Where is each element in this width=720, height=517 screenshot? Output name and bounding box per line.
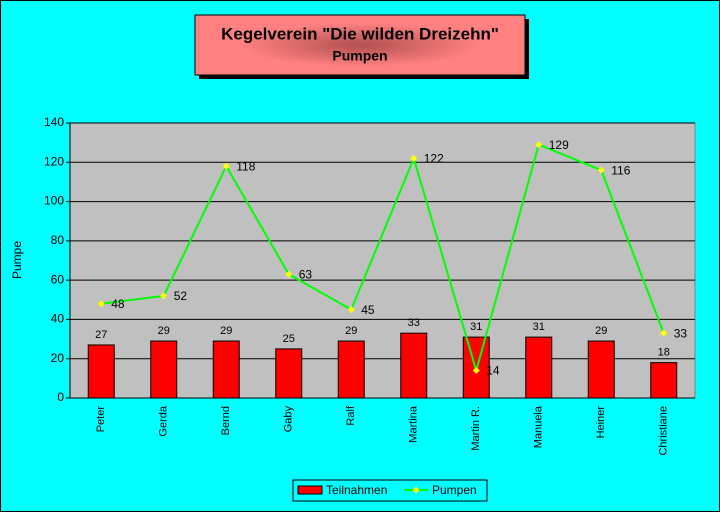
y-tick-label: 0 bbox=[57, 390, 64, 404]
bar-label: 31 bbox=[470, 321, 482, 333]
bar-label: 31 bbox=[533, 321, 545, 333]
bar bbox=[525, 336, 553, 399]
line-label: 129 bbox=[549, 138, 569, 152]
bar-label: 29 bbox=[595, 325, 607, 337]
legend-marker bbox=[412, 486, 420, 494]
line-marker bbox=[285, 270, 293, 278]
bar bbox=[212, 340, 240, 399]
x-tick-label: Manuela bbox=[533, 405, 545, 448]
line-marker bbox=[97, 300, 105, 308]
line-marker bbox=[160, 292, 168, 300]
bar bbox=[587, 340, 615, 399]
bar bbox=[150, 340, 178, 399]
bar-label: 29 bbox=[158, 325, 170, 337]
x-tick-label: Heiner bbox=[595, 406, 607, 439]
y-tick-label: 80 bbox=[51, 233, 65, 247]
title-box bbox=[194, 14, 526, 76]
line-marker bbox=[535, 141, 543, 149]
line-label: 122 bbox=[424, 152, 444, 166]
bar bbox=[400, 332, 428, 399]
legend-swatch bbox=[297, 485, 323, 495]
bar bbox=[337, 340, 365, 399]
x-tick-label: Martin R. bbox=[470, 406, 482, 451]
y-tick-label: 120 bbox=[44, 154, 64, 168]
legend bbox=[292, 479, 488, 502]
line-label: 48 bbox=[111, 297, 125, 311]
y-tick-label: 140 bbox=[44, 115, 64, 129]
line-label: 116 bbox=[611, 163, 630, 177]
bar-label: 25 bbox=[283, 333, 295, 345]
line-marker bbox=[597, 166, 605, 174]
line-label: 14 bbox=[486, 364, 500, 378]
y-tick-label: 40 bbox=[51, 312, 65, 326]
x-tick-label: Bernd bbox=[220, 406, 232, 435]
bar bbox=[650, 362, 678, 399]
y-tick-label: 100 bbox=[44, 194, 64, 208]
bar bbox=[275, 348, 303, 399]
x-tick-label: Peter bbox=[95, 406, 107, 433]
bar-label: 29 bbox=[345, 325, 357, 337]
line-label: 45 bbox=[361, 303, 375, 317]
line-marker bbox=[347, 306, 355, 314]
bar bbox=[87, 344, 115, 399]
line-label: 33 bbox=[674, 326, 688, 340]
y-axis-label: Pumpe bbox=[10, 241, 24, 279]
x-tick-label: Martina bbox=[408, 405, 420, 443]
line-marker bbox=[222, 162, 230, 170]
legend-label: Pumpen bbox=[432, 483, 477, 497]
line-marker bbox=[410, 154, 418, 162]
line-label: 52 bbox=[174, 289, 188, 303]
line-marker bbox=[660, 329, 668, 337]
x-tick-label: Gaby bbox=[283, 406, 295, 433]
x-tick-label: Ralf bbox=[345, 405, 357, 426]
line-label: 118 bbox=[236, 159, 255, 173]
y-tick-label: 20 bbox=[51, 351, 65, 365]
chart-title: Kegelverein "Die wilden Dreizehn" bbox=[221, 24, 499, 43]
chart-subtitle: Pumpen bbox=[332, 48, 387, 64]
line bbox=[101, 143, 665, 375]
bar-label: 27 bbox=[95, 329, 107, 341]
y-tick-label: 60 bbox=[51, 272, 65, 286]
x-tick-label: Gerda bbox=[158, 405, 170, 436]
line-label: 63 bbox=[299, 267, 313, 281]
bar-label: 33 bbox=[408, 317, 420, 329]
bar-label: 18 bbox=[658, 347, 670, 359]
bar-label: 29 bbox=[220, 325, 232, 337]
legend-label: Teilnahmen bbox=[326, 483, 387, 497]
x-tick-label: Christiane bbox=[658, 406, 670, 456]
bar bbox=[462, 336, 490, 399]
line-marker bbox=[472, 367, 480, 374]
